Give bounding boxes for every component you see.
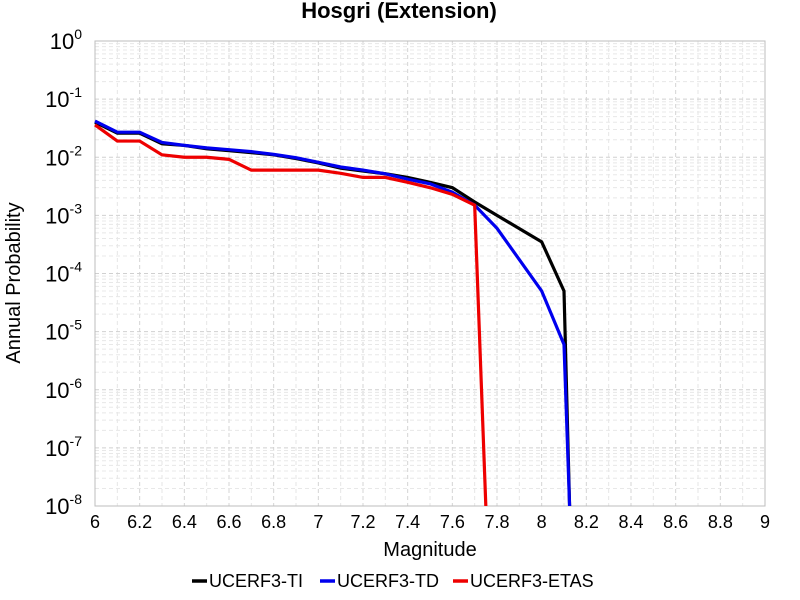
x-tick-label: 6.2 <box>127 512 152 532</box>
plot-border <box>94 40 766 507</box>
x-tick-label: 6.4 <box>172 512 197 532</box>
y-tick-label: 10-6 <box>45 375 82 403</box>
x-tick-label: 7.6 <box>440 512 465 532</box>
y-tick-label: 10-8 <box>45 491 82 519</box>
x-tick-label: 7.4 <box>395 512 420 532</box>
x-tick-label: 7.8 <box>484 512 509 532</box>
x-tick-label: 6.8 <box>261 512 286 532</box>
y-tick-label: 10-7 <box>45 433 82 461</box>
series-line-ucerf3-etas <box>94 123 488 507</box>
x-tick-label: 8.6 <box>663 512 688 532</box>
grid <box>95 41 765 506</box>
y-tick-label: 10-3 <box>45 200 82 228</box>
series-group <box>94 119 572 507</box>
y-tick-label: 10-5 <box>45 317 82 345</box>
legend-label: UCERF3-TD <box>337 571 439 591</box>
y-tick-label: 10-2 <box>45 142 82 170</box>
series-line-ucerf3-td <box>94 119 572 507</box>
legend: UCERF3-TI UCERF3-TD UCERF3-ETAS <box>192 571 594 591</box>
y-axis-label: Annual Probability <box>3 202 25 363</box>
legend-label: UCERF3-TI <box>209 571 303 591</box>
x-tick-label: 8.4 <box>618 512 643 532</box>
y-tick-labels: 100 10-1 10-2 10-3 10-4 10-5 10-6 10-7 10-8 <box>45 26 82 519</box>
x-tick-labels: 6 6.2 6.4 6.6 6.8 7 7.2 7.4 7.6 7.8 8 8.2 8.4 8.6 8.8 9 <box>90 512 770 532</box>
chart-title: Hosgri (Extension) <box>301 0 497 23</box>
x-tick-label: 8.8 <box>708 512 733 532</box>
y-tick-label: 10-4 <box>45 259 82 287</box>
x-tick-label: 9 <box>760 512 770 532</box>
x-tick-label: 6.6 <box>216 512 241 532</box>
legend-label: UCERF3-ETAS <box>470 571 594 591</box>
x-tick-label: 7 <box>313 512 323 532</box>
y-tick-label: 10-1 <box>45 84 82 112</box>
x-axis-label: Magnitude <box>383 539 476 561</box>
x-tick-label: 8.2 <box>574 512 599 532</box>
x-tick-label: 7.2 <box>350 512 375 532</box>
y-tick-label: 100 <box>50 26 82 54</box>
x-tick-label: 8 <box>537 512 547 532</box>
x-tick-label: 6 <box>90 512 100 532</box>
